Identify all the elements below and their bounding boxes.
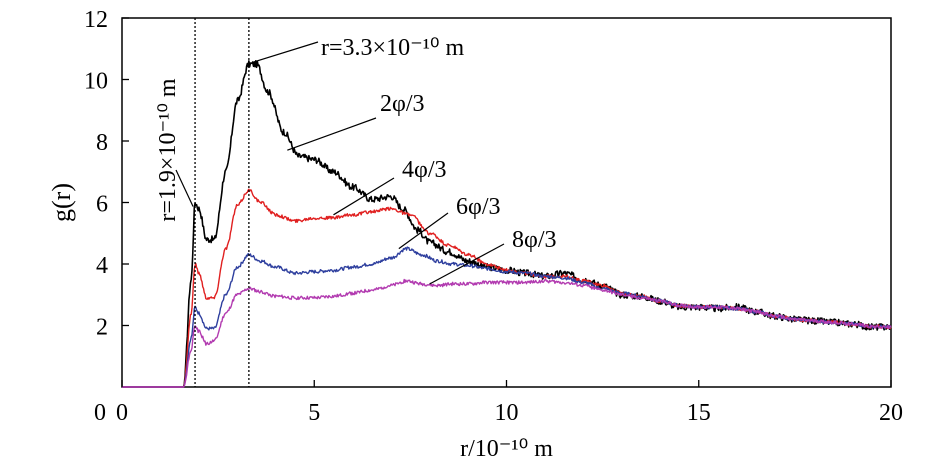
series-leader-2 (398, 212, 449, 250)
y-tick-label-5: 12 (84, 7, 108, 33)
y-tick-label-4: 10 (84, 69, 108, 95)
x-tick-label-0: 0 (116, 400, 128, 426)
series-leader-1 (333, 177, 395, 216)
y-tick-label-1: 4 (96, 253, 108, 279)
series-leader-3 (429, 243, 505, 285)
series-line-0 (121, 60, 892, 388)
marker-label-1: r=1.9×10⁻¹⁰ m (155, 78, 181, 222)
x-tick-label-2: 10 (495, 400, 519, 426)
y-axis-title: g(r) (47, 183, 76, 222)
series-layer (121, 60, 892, 388)
x-tick-label-1: 5 (308, 400, 320, 426)
series-label-3: 8φ/3 (512, 227, 557, 253)
marker-leader-1 (175, 169, 194, 207)
series-label-1: 4φ/3 (402, 157, 447, 183)
plot-area (121, 17, 892, 388)
plot-frame (121, 17, 892, 388)
series-label-0: 2φ/3 (380, 91, 425, 117)
y-tick-label-2: 6 (96, 192, 108, 218)
x-tick-label-3: 15 (687, 400, 711, 426)
series-label-2: 6φ/3 (456, 194, 501, 220)
series-line-1 (122, 188, 892, 388)
annotation-layer: r=1.9×10⁻¹⁰ m r=3.3×10⁻¹⁰ m 2φ/3 4φ/3 6φ/3 8φ… (155, 35, 557, 285)
series-line-3 (122, 278, 892, 388)
y-tick-label-3: 8 (96, 130, 108, 156)
marker-layer (194, 18, 250, 387)
series-leader-0 (287, 117, 377, 151)
y-tick-label-0: 2 (96, 315, 108, 341)
x-tick-label-origin: 0 (94, 400, 106, 426)
axis-layer: 0 5 10 15 20 2 4 6 8 10 12 0 r/10⁻¹⁰ m g(r) (47, 7, 903, 462)
x-tick-label-4: 20 (879, 400, 903, 426)
x-axis-title: r/10⁻¹⁰ m (460, 436, 553, 462)
marker-leader-2 (251, 41, 319, 64)
series-line-2 (122, 246, 892, 388)
marker-label-2: r=3.3×10⁻¹⁰ m (321, 35, 465, 61)
